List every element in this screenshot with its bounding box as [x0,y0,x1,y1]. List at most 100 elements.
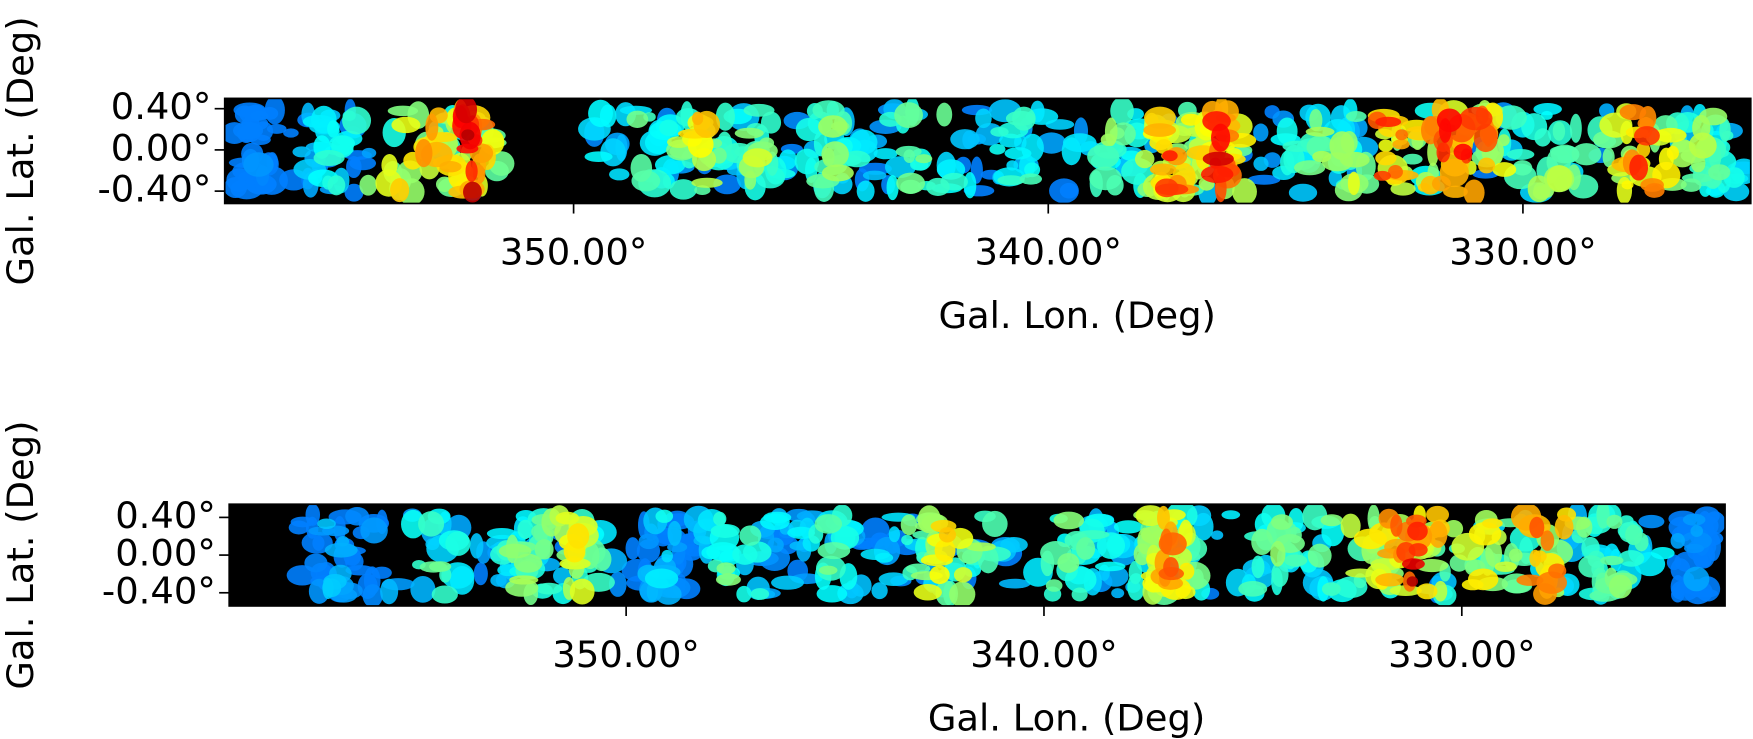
emission-patch [1340,513,1361,539]
emission-patch [659,119,679,137]
x-axis-label: Gal. Lon. (Deg) [928,696,1205,739]
emission-patch [1602,147,1615,168]
emission-patch [1619,104,1647,121]
emission-patch [1508,548,1523,562]
emission-patch [1467,568,1499,591]
emission-patch [535,582,563,595]
emission-patch [669,179,698,200]
emission-patch [739,525,762,546]
emission-patch [1143,106,1176,129]
emission-patch [1019,173,1043,185]
emission-patch [901,534,913,546]
emission-patch [625,537,640,560]
emission-patch [391,116,421,134]
emission-patch [1443,185,1468,198]
emission-patch [1288,183,1318,202]
emission-patch [713,511,727,526]
emission-patch [1307,543,1332,568]
emission-patch [461,129,475,141]
emission-patch [953,567,973,583]
y-tick-label: 0.00° [111,126,212,169]
emission-patch [760,111,782,134]
emission-patch [977,545,999,574]
emission-patch [1684,543,1704,554]
emission-patch [1253,156,1269,171]
emission-patch [473,562,488,586]
emission-patch [1200,165,1234,184]
emission-patch [771,575,805,590]
y-tick-label: 0.40° [111,85,212,128]
emission-patch [630,153,653,182]
x-tick-label: 340.00° [970,633,1117,676]
emission-patch [638,533,659,550]
y-axis-label: Gal. Lat. (Deg) [0,420,42,689]
emission-patch [1378,139,1394,152]
emission-patch [1320,514,1343,527]
emission-patch [1552,121,1566,141]
emission-patch [743,103,775,117]
emission-patch [715,573,741,586]
emission-patch [1463,179,1485,204]
emission-patch [513,553,543,573]
emission-patch [1036,132,1067,154]
emission-patch [1571,143,1602,166]
emission-patch [1407,521,1428,541]
emission-patch [818,565,838,575]
emission-patch [608,571,627,597]
emission-patch [1271,561,1289,587]
emission-patch [1529,516,1545,539]
emission-patch [843,150,871,168]
emission-patch [750,588,770,600]
emission-patch [1329,131,1355,161]
emission-patch [327,120,340,138]
emission-patch [1071,587,1088,602]
emission-patch [913,584,942,601]
emission-patch [1625,524,1643,546]
emission-patch [1654,127,1687,143]
emission-patch [715,102,735,131]
emission-patch [465,160,478,183]
emission-patch [1163,557,1179,578]
emission-patch [934,539,956,563]
emission-patch [1683,566,1710,592]
emission-patch [716,562,736,575]
emission-patch [490,574,507,587]
emission-patch [1666,554,1682,571]
emission-patch [1321,582,1341,596]
emission-patch [313,149,345,167]
emission-patch [1546,165,1573,192]
emission-patch [1162,150,1178,162]
emission-patch [1309,108,1323,132]
emission-patch [1024,162,1041,178]
emission-patch [1534,128,1552,147]
emission-patch [324,542,358,558]
emission-patch [381,154,398,177]
emission-patch [1180,113,1201,126]
emission-patch [362,584,383,606]
emission-patch [871,582,888,600]
emission-patch [371,566,392,579]
emission-patch [938,527,957,543]
emission-patch [691,177,723,188]
emission-patch [1089,166,1122,191]
emission-patch [1540,530,1555,551]
emission-patch [1492,162,1517,177]
emission-patch [1506,149,1535,160]
emission-patch [1094,561,1126,572]
emission-patch [1387,164,1403,179]
y-tick-label: 0.00° [115,532,216,575]
emission-patch [862,170,887,181]
emission-patch [1004,147,1032,160]
emission-patch [1444,519,1464,538]
emission-patch [445,531,471,556]
emission-patch [1433,580,1448,602]
emission-patch [1049,178,1079,204]
emission-patch [818,115,848,138]
emission-patch [1633,126,1660,146]
emission-patch [787,526,816,539]
emission-patch [609,168,630,181]
emission-patch [1600,555,1624,566]
emission-patch [1238,581,1268,597]
emission-patch [486,527,517,540]
